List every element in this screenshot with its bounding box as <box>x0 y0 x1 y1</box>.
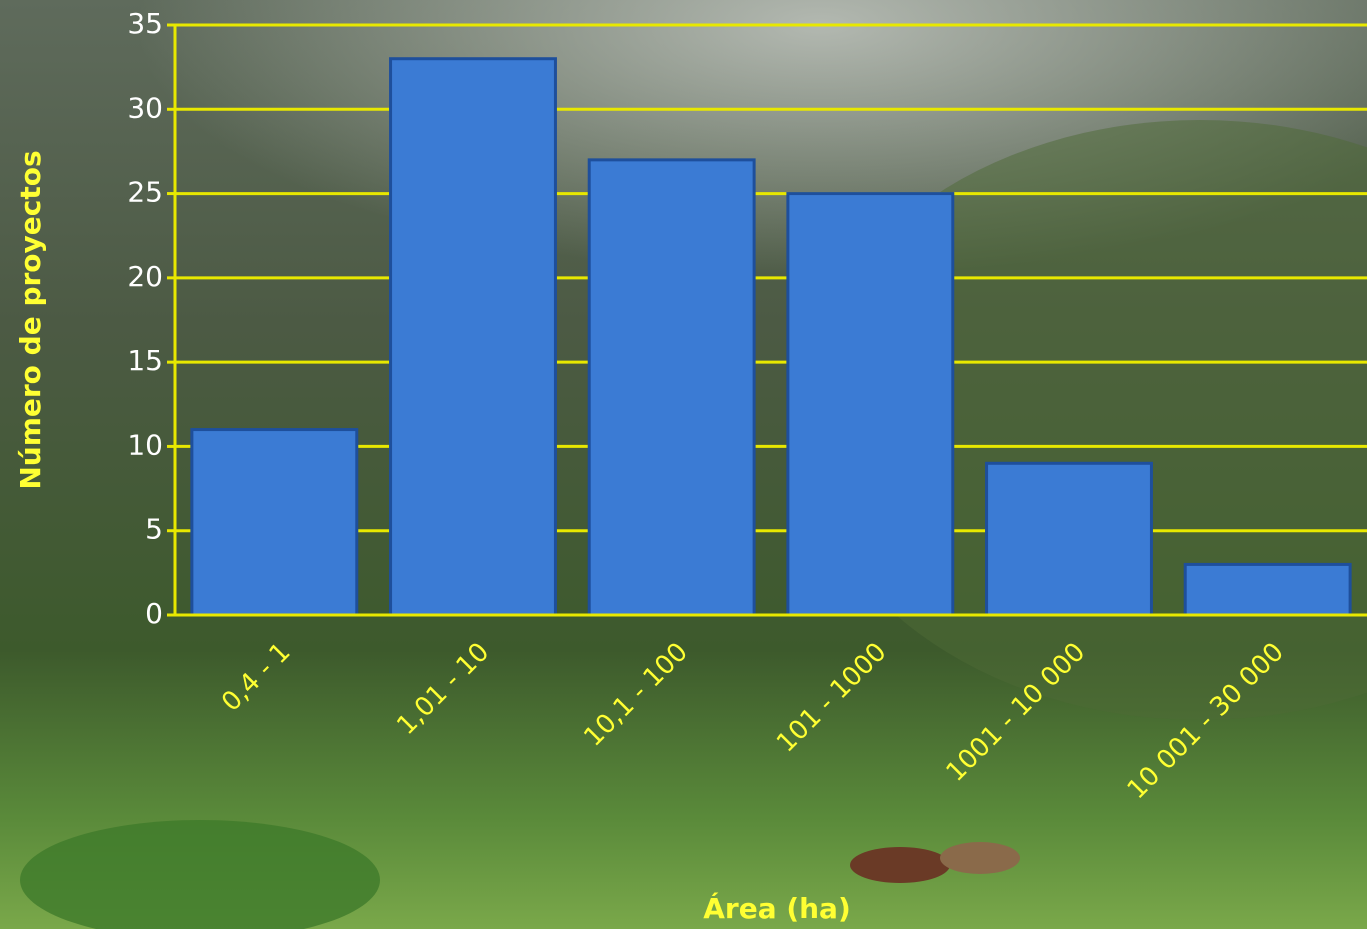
y-tick-label: 15 <box>127 344 163 377</box>
background-bush <box>20 820 380 929</box>
y-tick-label: 30 <box>127 91 163 124</box>
y-tick-label: 10 <box>127 428 163 461</box>
bar <box>587 158 756 617</box>
bar <box>389 57 557 617</box>
y-tick-label: 35 <box>127 7 163 40</box>
y-tick-label: 20 <box>127 260 163 293</box>
x-axis-title: Área (ha) <box>703 891 851 925</box>
bar <box>190 428 359 617</box>
bar <box>786 192 955 617</box>
y-tick-label: 0 <box>145 597 163 630</box>
y-axis-title: Número de proyectos <box>14 150 47 489</box>
y-tick-label: 5 <box>145 513 163 546</box>
y-tick-label: 25 <box>127 176 163 209</box>
bar <box>985 461 1153 617</box>
background-animal <box>850 847 950 883</box>
background-animal <box>940 842 1020 874</box>
bar <box>1183 562 1352 617</box>
